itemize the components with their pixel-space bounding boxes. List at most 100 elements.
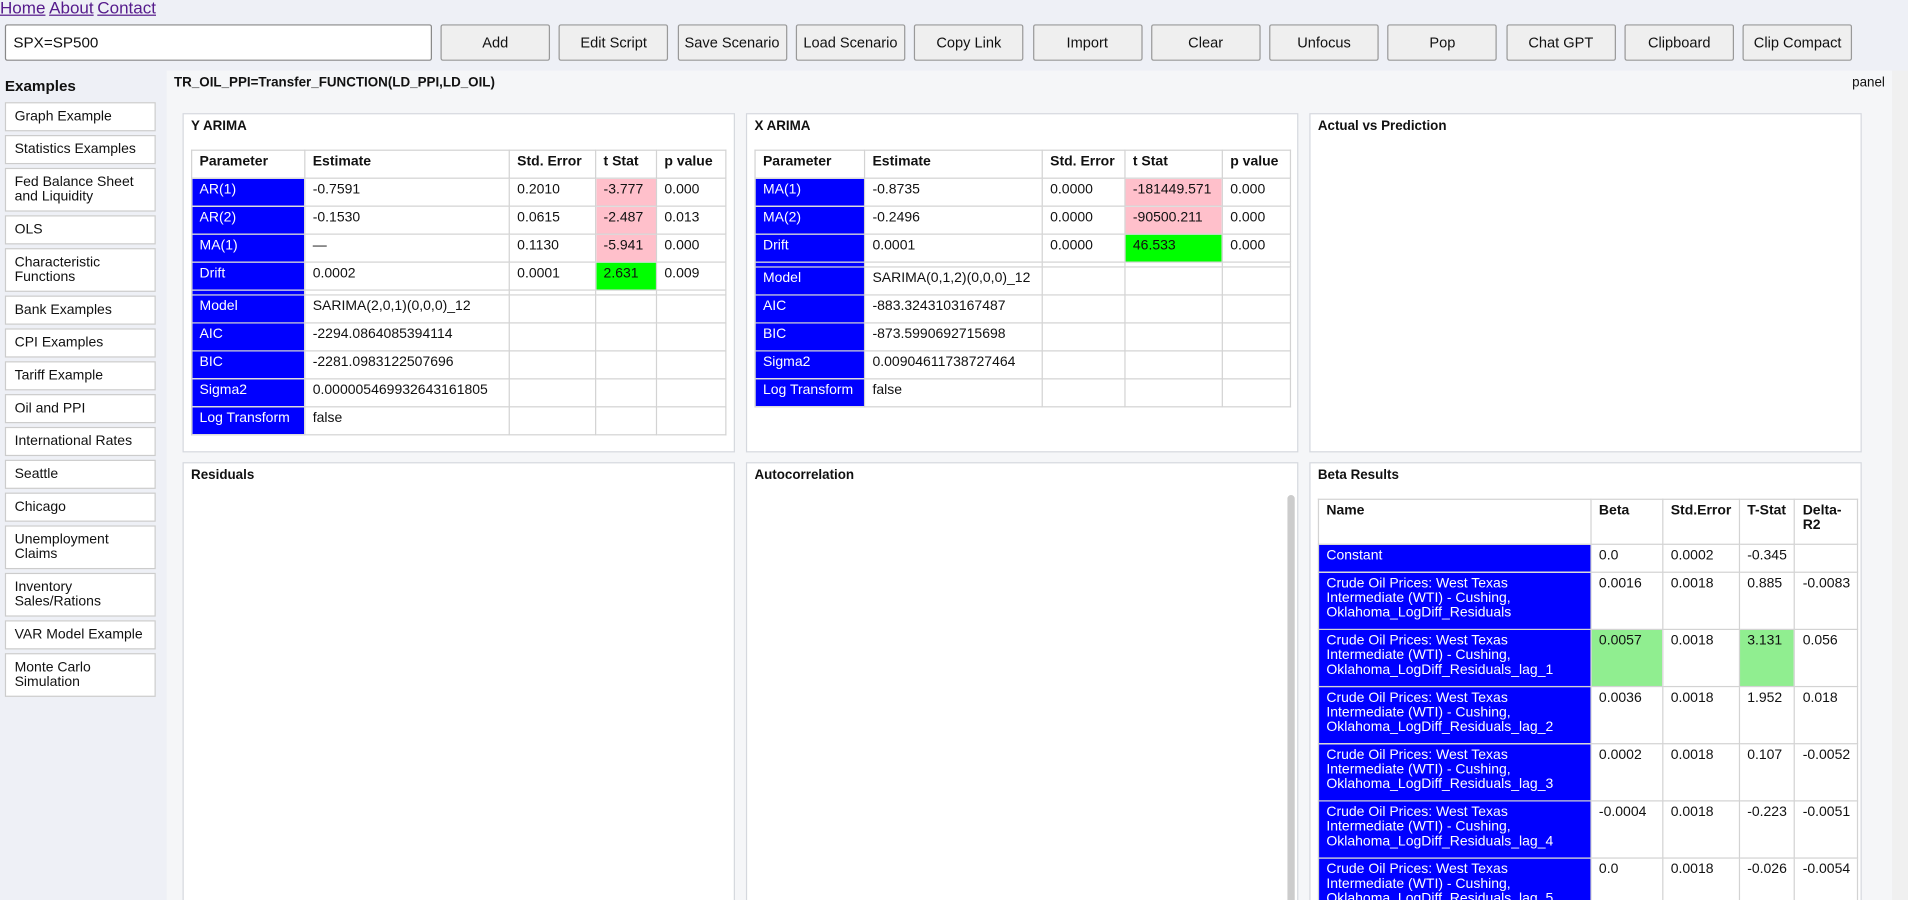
sidebar-item[interactable]: VAR Model Example (4, 620, 156, 650)
table-cell: 0.0057 (1590, 628, 1664, 688)
toolbar-button[interactable]: Unfocus (1269, 24, 1379, 61)
table-cell: AR(2) (191, 205, 306, 235)
table-cell: 0.000 (655, 233, 727, 263)
table-cell: BIC (754, 322, 866, 352)
table-cell (655, 294, 727, 324)
table-cell: Sigma2 (754, 350, 866, 380)
sidebar-item[interactable]: Inventory Sales/Rations (4, 572, 156, 617)
table-cell: Log Transform (191, 406, 306, 436)
table-cell: Crude Oil Prices: West Texas Intermediat… (1317, 743, 1592, 802)
table-row: Sigma2 0.00904611738727464 (754, 350, 1292, 380)
toolbar-button[interactable]: Edit Script (558, 24, 669, 61)
panel-title: X ARIMA (754, 119, 811, 134)
scrollbar[interactable] (1892, 70, 1908, 900)
panel: Y ARIMA Parameter Estimate Std. Error t Stat… (182, 113, 735, 453)
sidebar-item[interactable]: International Rates (4, 426, 156, 457)
toolbar-button[interactable]: Pop (1387, 24, 1498, 61)
sidebar-item[interactable]: CPI Examples (4, 328, 156, 358)
table-cell (1124, 322, 1223, 352)
table-row: AR(1) -0.7591 0.2010 -3.777 0.000 (191, 177, 727, 207)
toolbar-button[interactable]: Clip Compact (1742, 24, 1853, 61)
sidebar-item[interactable]: Tariff Example (4, 361, 156, 391)
nav-link[interactable]: Contact (97, 0, 157, 18)
table-cell: Drift (191, 261, 306, 291)
panel-title: Beta Results (1317, 468, 1399, 483)
toolbar-button[interactable]: Import (1032, 24, 1143, 61)
table-row: Model SARIMA(0,1,2)(0,0,0)_12 (754, 266, 1292, 296)
table-cell: 0.1130 (508, 233, 597, 263)
toolbar-button[interactable]: Clipboard (1624, 24, 1734, 61)
table-row: MA(1) —0.1130 -5.941 0.000 (191, 233, 727, 263)
toolbar-button[interactable]: Add (440, 24, 551, 61)
table-row: Crude Oil Prices: West Texas Intermediat… (1317, 571, 1859, 631)
sidebar-item[interactable]: Bank Examples (4, 295, 156, 325)
command-input[interactable]: SPX=SP500 (4, 24, 432, 61)
table-cell: 0.0018 (1662, 800, 1740, 859)
sidebar-item[interactable]: Unemployment Claims (4, 525, 156, 570)
data-table: Parameter Estimate Std. Error t Stat p value… (191, 149, 727, 436)
scrollbar[interactable] (1287, 495, 1295, 900)
table-cell: 1.952 (1738, 685, 1796, 745)
table-cell: 2.631 (595, 261, 658, 291)
table-cell: Crude Oil Prices: West Texas Intermediat… (1317, 857, 1592, 900)
header-cell: Beta (1590, 498, 1664, 545)
sidebar-item[interactable]: Graph Example (4, 102, 156, 132)
table-cell: Sigma2 (191, 378, 306, 408)
table-cell: 0.056 (1794, 628, 1859, 688)
table-cell: -0.0051 (1794, 800, 1859, 859)
table-row: AIC -2294.0864085394114 (191, 322, 727, 352)
sidebar-item[interactable]: Statistics Examples (4, 135, 156, 165)
table-cell: 0.0018 (1662, 743, 1740, 802)
table-cell (1221, 378, 1292, 408)
table-cell (1124, 378, 1223, 408)
table-cell (1041, 294, 1126, 324)
table-cell: BIC (191, 350, 306, 380)
table-cell: -5.941 (595, 233, 658, 263)
table-cell: SARIMA(0,1,2)(0,0,0)_12 (863, 266, 1043, 296)
nav-link[interactable]: Home (0, 0, 46, 18)
table-cell: -0.0004 (1590, 800, 1664, 859)
table-cell: 0.885 (1738, 571, 1796, 631)
table-row: Sigma2 0.000005469932643161805 (191, 378, 727, 408)
header-row: Parameter Estimate Std. Error t Stat p value (754, 149, 1292, 179)
toolbar-button[interactable]: Save Scenario (677, 24, 787, 61)
sidebar-item[interactable]: Seattle (4, 459, 156, 489)
table-cell: -0.8735 (863, 177, 1043, 207)
toolbar-button[interactable]: Copy Link (914, 24, 1024, 61)
table-cell: 0.0615 (508, 205, 597, 235)
sidebar-item[interactable]: Chicago (4, 492, 156, 522)
table-cell: 0.0000 (1041, 177, 1126, 207)
table-cell: -0.223 (1738, 800, 1796, 859)
header-cell: t Stat (1124, 149, 1223, 179)
table-cell: Model (191, 294, 306, 324)
table-cell: -0.0052 (1794, 743, 1859, 802)
table-cell: 46.533 (1124, 233, 1223, 263)
header-cell: p value (1221, 149, 1292, 179)
table-row: AIC -883.3243103167487 (754, 294, 1292, 324)
table-cell: MA(1) (191, 233, 306, 263)
table-cell: 0.0000 (1041, 205, 1126, 235)
table-row: Log Transform false (754, 378, 1292, 408)
table-cell (1041, 350, 1126, 380)
panel: Beta Results Name Beta Std.Error T-Stat Delta… (1309, 462, 1862, 900)
table-row: BIC -2281.0983122507696 (191, 350, 727, 380)
toolbar-button[interactable]: Chat GPT (1506, 24, 1616, 61)
toolbar-button[interactable]: Clear (1150, 24, 1261, 61)
table-cell: 0.000005469932643161805 (304, 378, 510, 408)
table-cell: -2294.0864085394114 (304, 322, 510, 352)
table-cell (595, 350, 658, 380)
sidebar-item[interactable]: Monte Carlo Simulation (4, 653, 156, 697)
table-cell: false (863, 378, 1043, 408)
table-row: Crude Oil Prices: West Texas Intermediat… (1317, 628, 1859, 688)
header-row: Parameter Estimate Std. Error t Stat p value (191, 149, 727, 179)
table-row: Crude Oil Prices: West Texas Intermediat… (1317, 800, 1859, 859)
toolbar-button[interactable]: Load Scenario (795, 24, 906, 61)
sidebar-item[interactable]: OLS (4, 215, 156, 245)
nav-link[interactable]: About (49, 0, 94, 18)
sidebar-item[interactable]: Fed Balance Sheet and Liquidity (4, 167, 156, 212)
table-row: Drift 0.0001 0.0000 46.533 0.000 (754, 233, 1292, 263)
panel: Autocorrelation (745, 462, 1299, 900)
table-cell (508, 294, 597, 324)
sidebar-item[interactable]: Characteristic Functions (4, 248, 156, 292)
sidebar-item[interactable]: Oil and PPI (4, 394, 156, 424)
